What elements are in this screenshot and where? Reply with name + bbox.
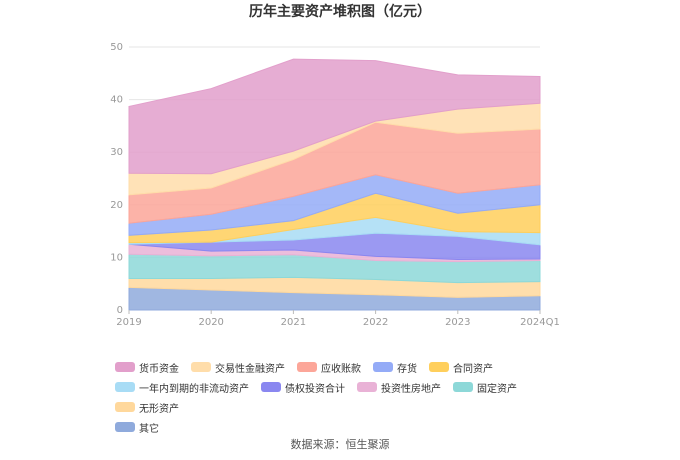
legend-item[interactable]: 固定资产 bbox=[453, 377, 517, 397]
chart-title: 历年主要资产堆积图（亿元） bbox=[249, 3, 431, 20]
legend-item[interactable]: 存货 bbox=[373, 357, 417, 377]
legend-label: 存货 bbox=[397, 363, 417, 375]
y-tick-label: 50 bbox=[110, 42, 123, 53]
y-tick-label: 30 bbox=[110, 147, 123, 158]
legend-item[interactable]: 应收账款 bbox=[297, 357, 361, 377]
legend-item[interactable]: 货币资金 bbox=[115, 357, 179, 377]
legend-swatch bbox=[261, 382, 281, 392]
legend-item[interactable]: 一年内到期的非流动资产 bbox=[115, 377, 249, 397]
legend-item[interactable]: 交易性金融资产 bbox=[191, 357, 285, 377]
x-tick-label: 2024Q1 bbox=[520, 317, 560, 328]
x-tick-label: 2023 bbox=[445, 317, 470, 328]
legend-swatch bbox=[357, 382, 377, 392]
y-tick-label: 40 bbox=[110, 95, 123, 106]
legend-label: 一年内到期的非流动资产 bbox=[139, 383, 249, 395]
legend-swatch bbox=[115, 382, 135, 392]
x-tick-label: 2020 bbox=[198, 317, 223, 328]
legend-label: 应收账款 bbox=[321, 363, 361, 375]
legend-label: 货币资金 bbox=[139, 363, 179, 375]
legend-swatch bbox=[115, 402, 135, 412]
x-tick-label: 2019 bbox=[116, 317, 141, 328]
legend-label: 交易性金融资产 bbox=[215, 363, 285, 375]
axis-layer: 0 10 20 30 40 50 2019 2020 2021 2022 2023 2024Q1 bbox=[110, 42, 560, 328]
legend-swatch bbox=[429, 362, 449, 372]
x-tick-label: 2022 bbox=[363, 317, 388, 328]
legend-label: 债权投资合计 bbox=[285, 383, 345, 395]
legend-item[interactable]: 无形资产 bbox=[115, 397, 179, 417]
legend-item[interactable]: 其它 bbox=[115, 417, 159, 437]
legend-label: 其它 bbox=[139, 423, 159, 435]
legend-item[interactable]: 合同资产 bbox=[429, 357, 493, 377]
y-tick-label: 20 bbox=[110, 200, 123, 211]
y-tick-label: 0 bbox=[117, 305, 123, 316]
legend-swatch bbox=[191, 362, 211, 372]
legend-label: 投资性房地产 bbox=[381, 383, 441, 395]
legend: 货币资金 交易性金融资产 应收账款 存货 合同资产一年内到期的非流动资产 债权投资合计 投资… bbox=[115, 357, 585, 437]
x-tick-label: 2021 bbox=[281, 317, 306, 328]
legend-label: 无形资产 bbox=[139, 403, 179, 415]
area-layer bbox=[128, 58, 541, 311]
legend-item[interactable]: 债权投资合计 bbox=[261, 377, 345, 397]
legend-swatch bbox=[115, 362, 135, 372]
legend-swatch bbox=[115, 422, 135, 432]
legend-label: 合同资产 bbox=[453, 363, 493, 375]
legend-swatch bbox=[297, 362, 317, 372]
area-series-货币资金[interactable] bbox=[128, 58, 541, 175]
legend-item[interactable]: 投资性房地产 bbox=[357, 377, 441, 397]
legend-swatch bbox=[373, 362, 393, 372]
legend-label: 固定资产 bbox=[477, 383, 517, 395]
y-tick-label: 10 bbox=[110, 252, 123, 263]
data-source-note: 数据来源：恒生聚源 bbox=[290, 438, 390, 451]
legend-swatch bbox=[453, 382, 473, 392]
